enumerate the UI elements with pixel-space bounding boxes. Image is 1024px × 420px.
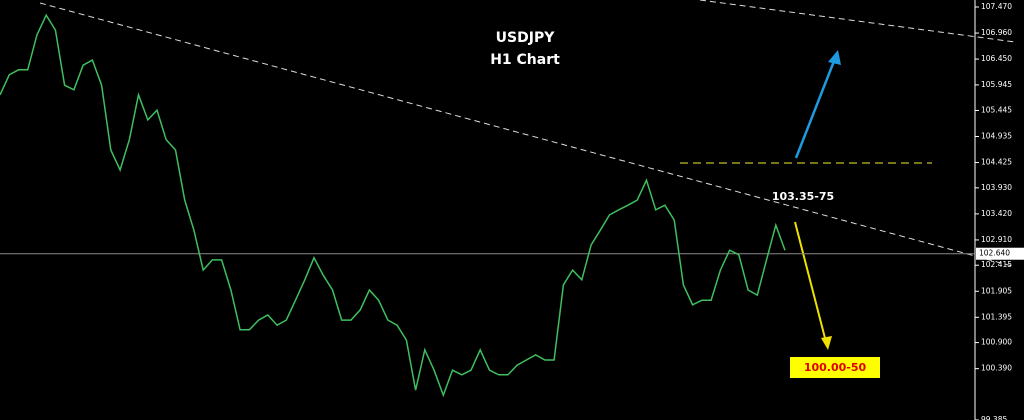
y-tick-label: 107.470 xyxy=(981,2,1012,11)
y-tick-label: 105.445 xyxy=(981,105,1012,114)
y-tick-label: 106.450 xyxy=(981,54,1012,63)
y-tick-label: 99.385 xyxy=(981,415,1007,420)
y-tick-label: 104.935 xyxy=(981,131,1012,140)
arrow-head xyxy=(821,336,832,350)
price-line xyxy=(0,13,786,398)
y-tick-label: 104.425 xyxy=(981,158,1012,167)
annotation: 100.00-50 xyxy=(804,361,867,374)
annotation: 103.35-75 xyxy=(772,190,834,203)
trendline xyxy=(39,2,1013,267)
price-tag xyxy=(976,247,1024,260)
y-tick-label: 101.905 xyxy=(981,286,1012,295)
annotation-box xyxy=(790,357,880,378)
y-tick-label: 105.945 xyxy=(981,80,1012,89)
chart-subtitle: H1 Chart xyxy=(490,52,560,68)
trendline xyxy=(699,0,1016,43)
y-tick-label: 103.930 xyxy=(981,183,1012,192)
y-tick-label: 100.900 xyxy=(981,338,1012,347)
y-tick-label: 103.420 xyxy=(981,209,1012,218)
y-tick-label: 102.415 xyxy=(981,260,1012,269)
arrow-up xyxy=(794,55,838,159)
y-tick-label: 100.390 xyxy=(981,364,1012,373)
chart-title: USDJPY xyxy=(496,30,556,46)
y-tick-label: 102.910 xyxy=(981,235,1012,244)
y-tick-label: 101.395 xyxy=(981,312,1012,321)
arrow-head xyxy=(828,50,841,65)
y-tick-label: 106.960 xyxy=(981,28,1012,37)
arrow-down xyxy=(794,221,827,343)
price-tag-label: 102.640 xyxy=(979,249,1010,258)
